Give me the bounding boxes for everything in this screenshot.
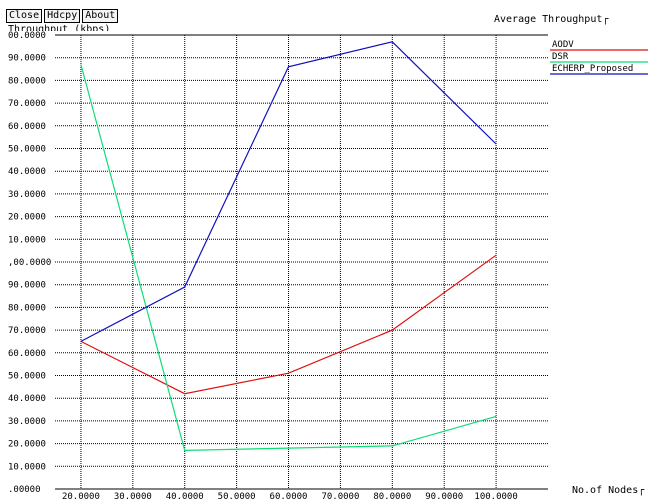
legend-label: AODV	[552, 40, 574, 50]
y-tick-label: 30.0000	[8, 190, 46, 200]
y-tick-label: 20.0000	[8, 213, 46, 223]
x-tick-label: 80.0000	[373, 492, 411, 502]
legend-label: ECHERP_Proposed	[552, 64, 633, 74]
y-tick-label: 40.0000	[8, 394, 46, 404]
y-tick-label: 90.0000	[8, 54, 46, 64]
hardcopy-button[interactable]: Hdcpy	[44, 9, 81, 23]
y-tick-label: 70.0000	[8, 326, 46, 336]
x-tick-label: 70.0000	[321, 492, 359, 502]
y-tick-label: 90.0000	[8, 281, 46, 291]
grid-lines	[55, 34, 548, 490]
x-axis-label: No.of Nodes┌	[572, 485, 645, 496]
y-tick-labels: .00000 10.0000 20.0000 30.0000 40.0000 50.000…	[8, 31, 51, 495]
x-tick-label: 20.0000	[62, 492, 100, 502]
x-tick-label: 100.0000	[474, 492, 517, 502]
toolbar: Close Hdcpy About	[6, 9, 119, 23]
series-line-dsr	[80, 64, 497, 452]
x-tick-label: 50.0000	[218, 492, 256, 502]
y-tick-label: ,00.0000	[8, 258, 51, 268]
y-tick-label: .00000	[8, 485, 41, 495]
y-tick-label: 10.0000	[8, 462, 46, 472]
about-button[interactable]: About	[82, 9, 119, 23]
y-axis-label: Throughput (kbps)	[8, 24, 111, 31]
y-tick-label: 50.0000	[8, 372, 46, 382]
series-line-aodv	[80, 254, 497, 395]
series-line-echerp-proposed	[80, 41, 497, 342]
y-tick-label: 40.0000	[8, 167, 46, 177]
x-tick-label: 90.0000	[425, 492, 463, 502]
y-tick-label: 80.0000	[8, 76, 46, 86]
chart-title: Average Throughput┌	[494, 14, 609, 25]
y-tick-label: 60.0000	[8, 349, 46, 359]
y-tick-label: 00.0000	[8, 31, 46, 41]
legend: AODV DSR ECHERP_Proposed	[550, 40, 648, 75]
y-tick-label: 60.0000	[8, 122, 46, 132]
y-tick-label: 10.0000	[8, 235, 46, 245]
x-tick-label: 30.0000	[114, 492, 152, 502]
legend-label: DSR	[552, 52, 569, 62]
y-tick-label: 80.0000	[8, 303, 46, 313]
y-tick-label: 20.0000	[8, 440, 46, 450]
x-tick-label: 40.0000	[166, 492, 204, 502]
y-tick-label: 70.0000	[8, 99, 46, 109]
close-button[interactable]: Close	[6, 9, 43, 23]
x-tick-label: 60.0000	[270, 492, 308, 502]
series-lines	[80, 41, 497, 452]
y-tick-label: 50.0000	[8, 145, 46, 155]
y-tick-label: 30.0000	[8, 417, 46, 427]
x-tick-labels: 20.0000 30.0000 40.0000 50.0000 60.0000 70.00…	[62, 492, 518, 502]
